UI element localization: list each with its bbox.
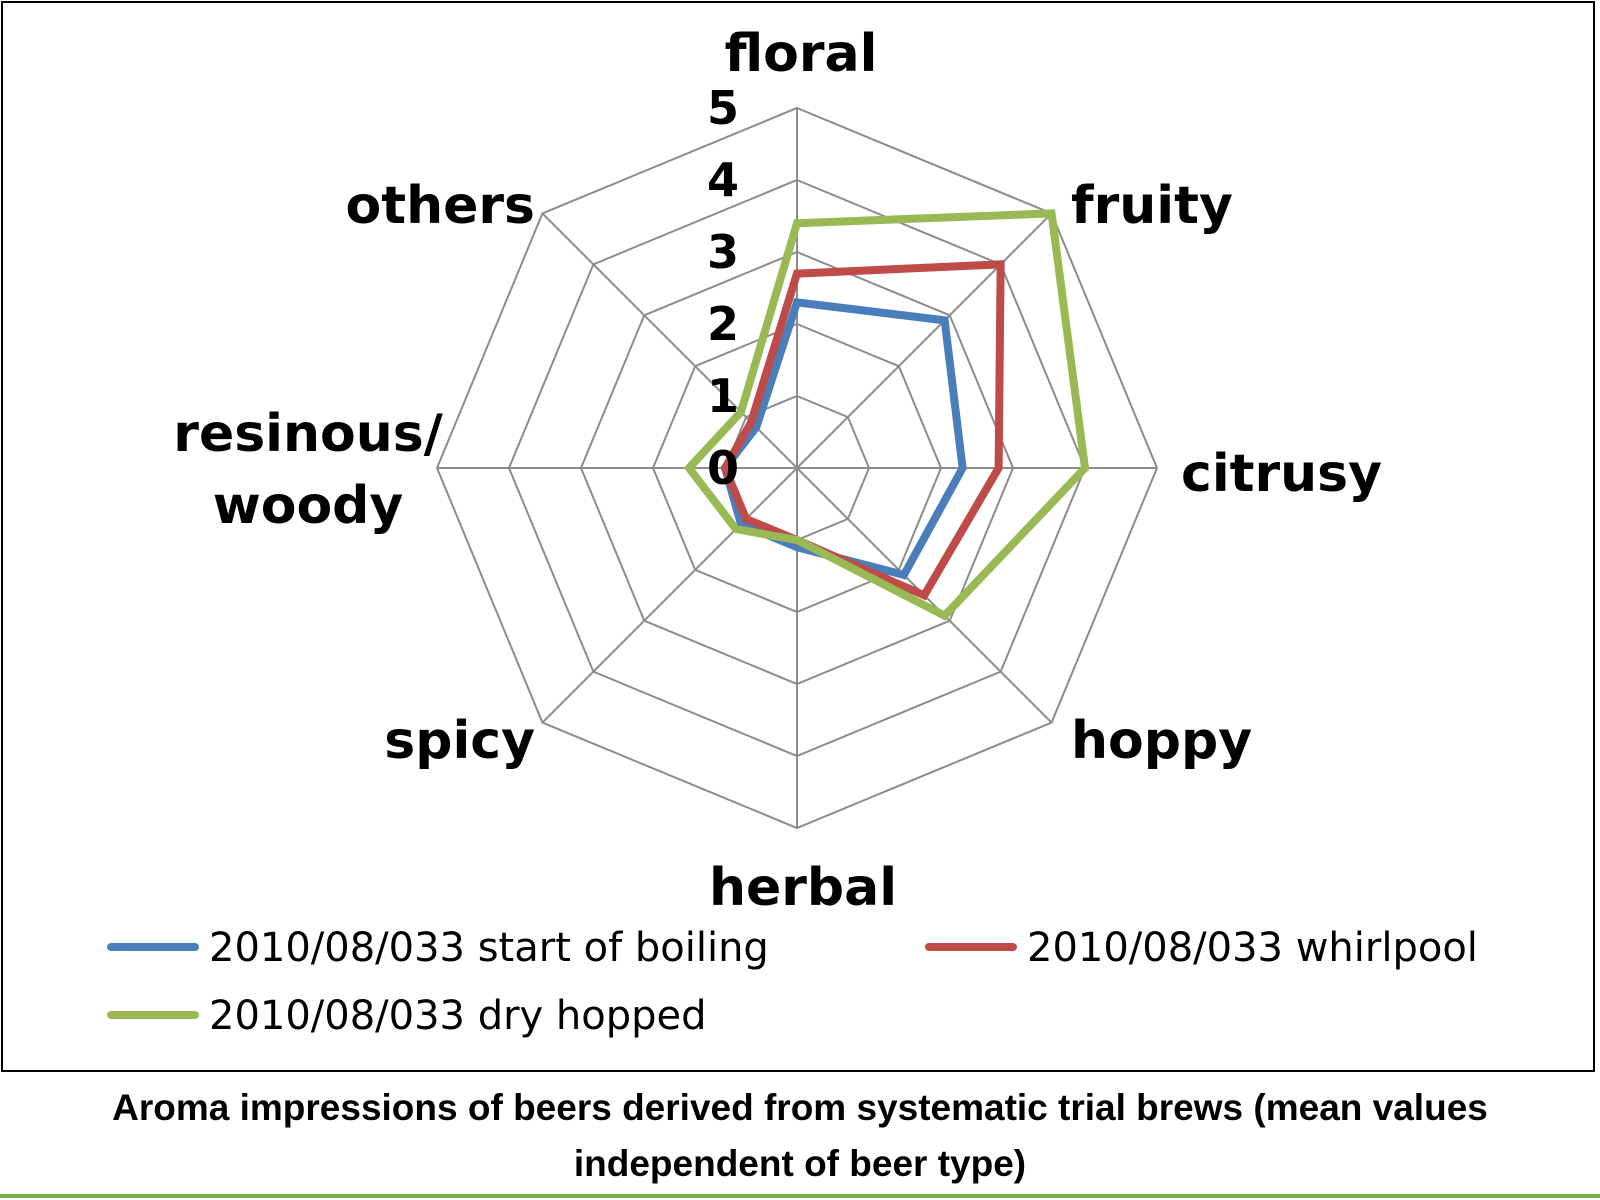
tick-label-0: 0 — [707, 441, 739, 495]
axis-label-7: resinous/woody — [173, 404, 442, 536]
axis-label-3: citrusy — [1181, 444, 1382, 504]
data-point-s2-4 — [923, 594, 926, 597]
figure-caption: Aroma impressions of beers derived from … — [112, 1087, 1488, 1184]
data-point-s3-2 — [1050, 212, 1053, 215]
data-point-s3-7 — [688, 467, 690, 469]
axis-label-4: hoppy — [1071, 711, 1252, 771]
tick-label-3: 3 — [707, 225, 739, 279]
legend-label-2: 2010/08/033 whirlpool — [1027, 925, 1478, 971]
data-point-s1-3 — [961, 467, 964, 469]
data-point-s1-6 — [739, 523, 742, 526]
data-point-s3-6 — [734, 528, 737, 531]
data-point-s3-1 — [796, 222, 798, 225]
data-point-s2-7 — [724, 467, 726, 469]
data-point-s3-3 — [1084, 467, 1086, 469]
data-point-s1-4 — [902, 573, 905, 576]
data-point-s1-5 — [796, 546, 798, 549]
data-point-s3-4 — [943, 614, 946, 617]
chart-frame: 0 1 2 3 4 5 floral fruity citrusy hoppy herbal spi… — [1, 1, 1595, 1072]
data-point-s2-2 — [999, 263, 1002, 266]
data-point-s1-1 — [796, 301, 798, 304]
radar-chart: 0 1 2 3 4 5 floral fruity citrusy hoppy herbal spi… — [107, 24, 1478, 1039]
axis-label-6: spicy — [384, 711, 535, 771]
tick-label-4: 4 — [707, 153, 739, 207]
series-line-3 — [683, 209, 1090, 621]
grid-spoke-2 — [796, 212, 1053, 469]
data-point-s1-8 — [755, 426, 758, 429]
data-point-s2-3 — [997, 467, 1000, 469]
legend-label-1: 2010/08/033 start of boiling — [209, 925, 769, 971]
tick-label-5: 5 — [707, 81, 739, 135]
data-point-s3-5 — [796, 539, 798, 541]
data-point-s3-8 — [739, 410, 742, 413]
axis-label-5: herbal — [709, 858, 897, 918]
data-point-s2-8 — [750, 421, 753, 424]
axis-label-2: fruity — [1071, 176, 1233, 236]
tick-label-1: 1 — [707, 369, 739, 423]
data-point-s1-2 — [943, 319, 946, 322]
data-point-s2-1 — [796, 272, 798, 275]
tick-label-2: 2 — [707, 297, 739, 351]
legend-label-3: 2010/08/033 dry hopped — [209, 993, 707, 1039]
axis-label-1: floral — [725, 24, 878, 84]
grid-spoke-6 — [541, 467, 798, 724]
caption-divider — [0, 1194, 1600, 1198]
data-point-s2-6 — [745, 517, 748, 520]
axis-label-8: others — [346, 176, 535, 236]
